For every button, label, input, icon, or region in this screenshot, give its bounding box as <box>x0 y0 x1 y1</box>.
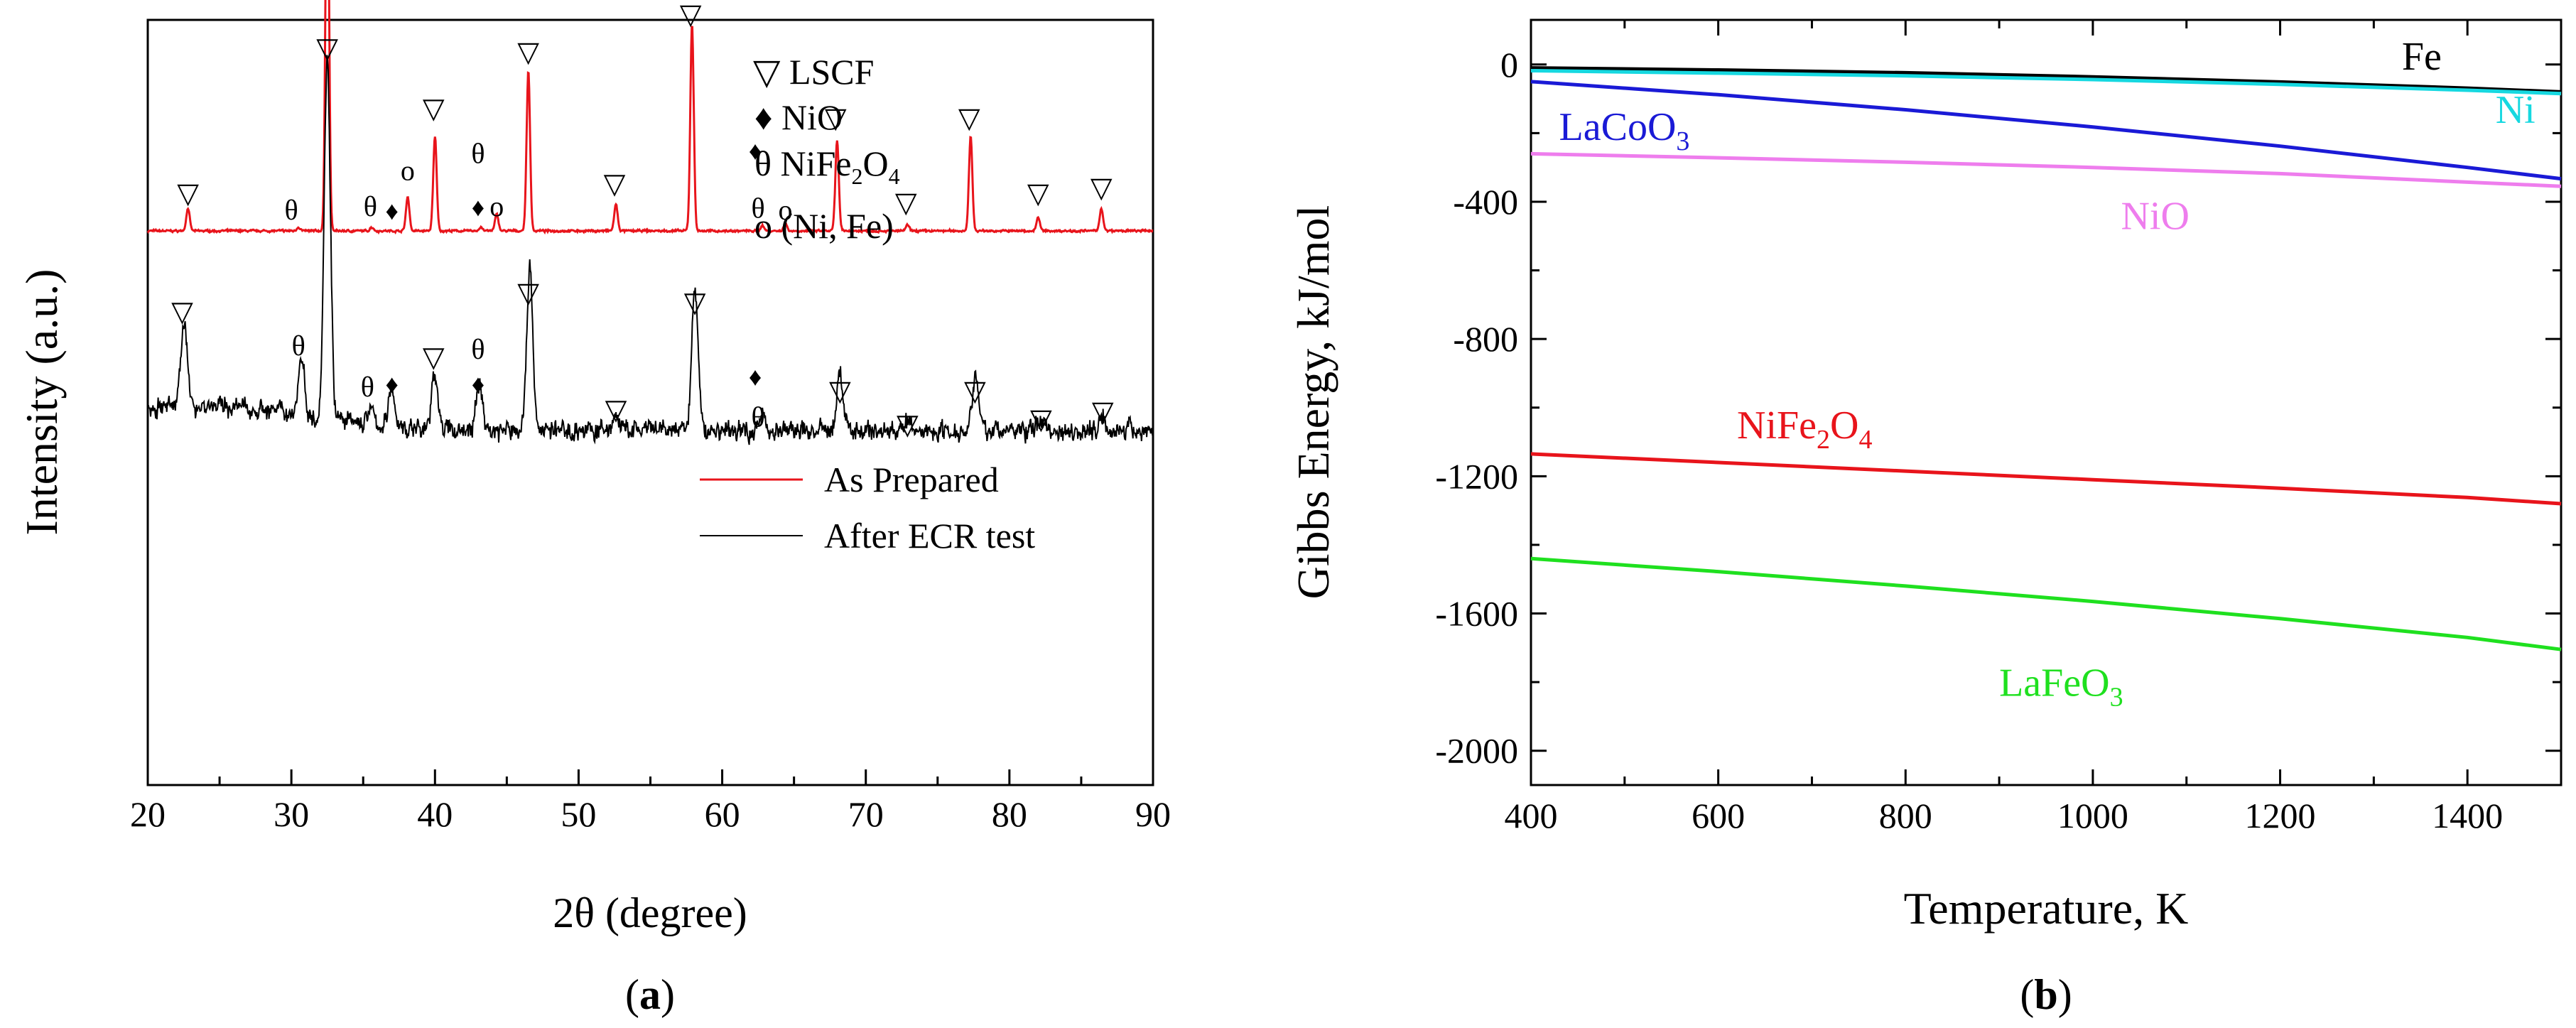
peak-marker: ♦ <box>385 197 398 225</box>
peak-marker: ▽ <box>684 286 706 318</box>
series-label-lafeo3: LaFeO3 <box>1999 661 2123 712</box>
x-tick-label-70: 70 <box>848 794 884 834</box>
phase-legend: ▽ LSCF ♦ NiO θ NiFe2O4 ο (Ni, Fe) <box>753 52 900 246</box>
peak-marker: ♦ <box>472 193 485 222</box>
peak-marker: ▽ <box>895 187 917 219</box>
x-tick-label-50: 50 <box>561 794 596 834</box>
panel-a-traces <box>146 0 1154 445</box>
x-tick-label-30: 30 <box>274 794 309 834</box>
peak-marker: ▽ <box>517 277 539 309</box>
peak-marker: θ <box>364 190 377 222</box>
series-legend: As Prepared After ECR test <box>700 460 1035 556</box>
x-tick-label-1400: 1400 <box>2432 796 2503 835</box>
panel-a-plot-frame <box>146 18 1154 786</box>
y-tick-label--800: -800 <box>1453 319 1518 359</box>
legend-label-after-ecr: After ECR test <box>824 516 1035 556</box>
peak-marker: θ <box>752 192 765 224</box>
panel-b-series-lines <box>1530 66 2562 651</box>
x-tick-label-1200: 1200 <box>2245 796 2316 835</box>
y-tick-label--1200: -1200 <box>1435 456 1518 496</box>
panel-a-caption: (a) <box>625 971 675 1018</box>
series-line-fe <box>1530 66 2562 94</box>
peak-marker: ▽ <box>680 0 702 31</box>
peak-marker: ο <box>401 154 415 186</box>
peak-marker: ♦ <box>472 370 485 399</box>
peak-marker: ▽ <box>423 92 445 124</box>
x-tick-label-20: 20 <box>130 794 166 834</box>
series-label-nife2o4: NiFe2O4 <box>1737 404 1872 455</box>
panel-b-caption: (b) <box>2020 971 2072 1018</box>
y-tick-label-0: 0 <box>1500 45 1518 85</box>
panel-b-chart: 400 600 800 1000 1200 1400 0 -400 -800 -1200 -1600… <box>1288 18 2563 1018</box>
peak-marker: ▽ <box>316 32 338 64</box>
y-tick-label--400: -400 <box>1453 182 1518 222</box>
peak-marker: θ <box>292 330 305 362</box>
panel-b-y-axis-label: Gibbs Energy, kJ/mol <box>1288 205 1338 600</box>
peak-marker: θ <box>361 371 374 403</box>
x-tick-label-400: 400 <box>1505 796 1558 835</box>
peak-marker: ▽ <box>1092 396 1114 428</box>
trace-as-prepared <box>146 0 1154 235</box>
legend-label-as-prepared: As Prepared <box>824 460 999 499</box>
peak-marker: θ <box>752 401 765 433</box>
panel-a-x-ticks: 20 30 40 50 60 70 80 90 <box>130 769 1171 834</box>
series-label-fe: Fe <box>2402 35 2442 79</box>
peak-marker: ▽ <box>829 375 851 407</box>
series-line-lacoo3 <box>1530 80 2562 181</box>
peak-marker: ▽ <box>1027 177 1049 209</box>
peak-marker: θ <box>471 333 485 365</box>
panel-a-x-axis-label: 2θ (degree) <box>553 889 747 936</box>
peak-marker: ♦ <box>385 370 398 399</box>
peak-marker: ▽ <box>423 341 445 373</box>
peak-marker: ♦ <box>749 362 762 391</box>
peak-marker: ♦ <box>749 136 762 165</box>
peak-marker: ▽ <box>604 168 626 200</box>
series-label-nio: NiO <box>2121 195 2189 239</box>
series-line-nife2o4 <box>1530 452 2562 506</box>
peak-marker: ▽ <box>1091 171 1113 203</box>
trace-after-ecr-test <box>147 55 1154 445</box>
series-line-lafeo3 <box>1530 556 2562 651</box>
peak-marker: ▽ <box>171 296 193 328</box>
x-tick-label-90: 90 <box>1135 794 1171 834</box>
panel-b-x-axis-label: Temperature, K <box>1904 883 2189 934</box>
peak-marker: ▽ <box>825 102 847 134</box>
peak-marker: ▽ <box>605 394 627 426</box>
x-tick-label-80: 80 <box>992 794 1027 834</box>
peak-marker: ο <box>489 190 504 222</box>
panel-a-y-axis-label: Intensity (a.u.) <box>16 269 67 536</box>
phase-legend-nio: ♦ NiO <box>754 97 843 137</box>
y-tick-label--2000: -2000 <box>1435 731 1518 771</box>
panel-b-plot-frame <box>1530 18 2563 786</box>
peak-marker: θ <box>471 138 485 170</box>
series-label-ni: Ni <box>2496 88 2536 132</box>
phase-legend-ni-fe: ο (Ni, Fe) <box>754 206 894 246</box>
peak-marker: ▽ <box>897 409 919 440</box>
phase-legend-nife2o4: θ NiFe2O4 <box>754 144 900 189</box>
peak-marker: θ <box>285 194 298 226</box>
phase-legend-lscf: ▽ LSCF <box>753 52 874 92</box>
peak-marker: ο <box>779 194 793 226</box>
peak-marker: ▽ <box>177 177 199 209</box>
peak-marker: ▽ <box>964 375 986 407</box>
panel-b-series-labels: Fe Ni LaCoO3 NiO NiFe2O4 LaFeO3 <box>1559 35 2536 712</box>
panel-b-ticks: 400 600 800 1000 1200 1400 0 -400 -800 -1200 -1600… <box>1435 20 2561 835</box>
peak-marker: ▽ <box>1030 403 1052 435</box>
peak-marker: ▽ <box>958 102 980 134</box>
series-line-nio <box>1530 151 2562 188</box>
x-tick-label-800: 800 <box>1879 796 1932 835</box>
peak-marker: ▽ <box>517 36 539 68</box>
x-tick-label-600: 600 <box>1692 796 1745 835</box>
x-tick-label-1000: 1000 <box>2057 796 2128 835</box>
x-tick-label-60: 60 <box>705 794 740 834</box>
series-label-lacoo3: LaCoO3 <box>1559 105 1690 156</box>
y-tick-label--1600: -1600 <box>1435 594 1518 634</box>
x-tick-label-40: 40 <box>417 794 453 834</box>
series-line-ni <box>1530 69 2562 96</box>
